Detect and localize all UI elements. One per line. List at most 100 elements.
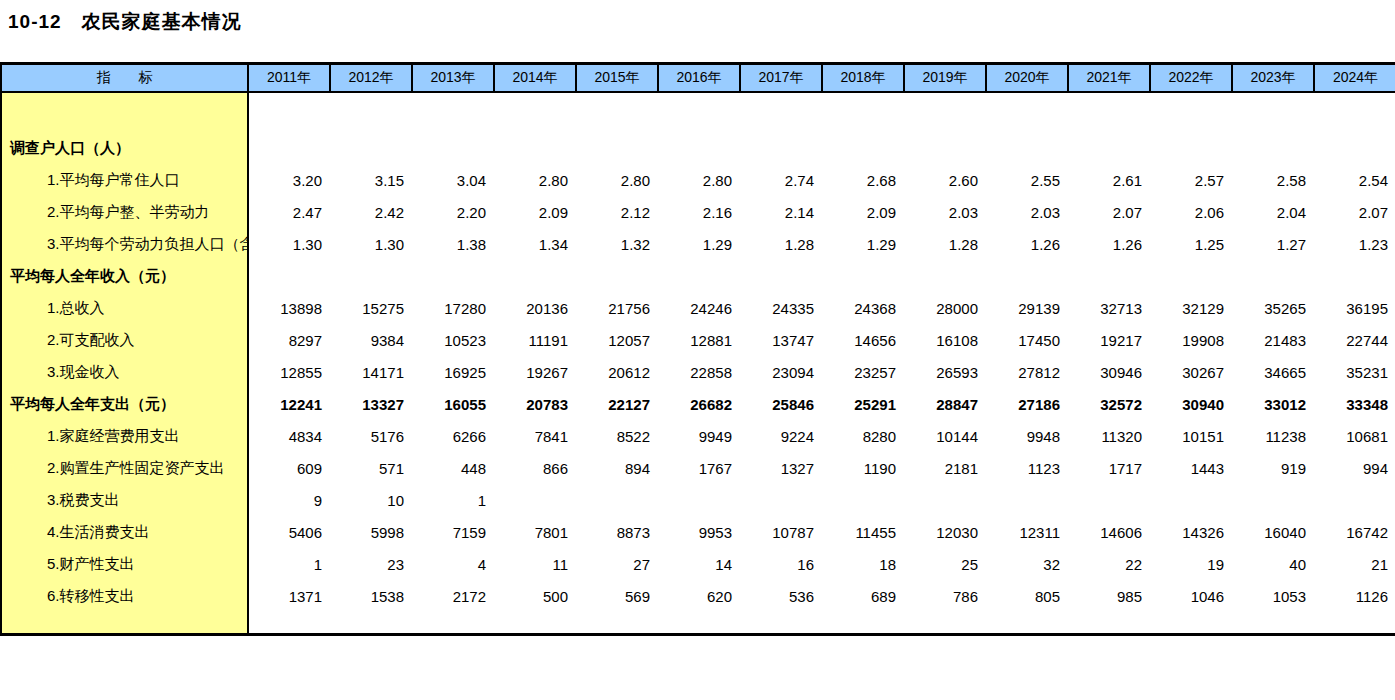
value-cell: 569 xyxy=(576,580,658,612)
value-cell: 34665 xyxy=(1232,356,1314,388)
value-cell: 26593 xyxy=(904,356,986,388)
value-cell: 1.27 xyxy=(1232,228,1314,260)
value-cell: 1190 xyxy=(822,452,904,484)
table-row: 平均每人全年收入（元） xyxy=(1,260,1395,292)
value-cell: 14171 xyxy=(330,356,412,388)
value-cell: 1.23 xyxy=(1314,228,1395,260)
value-cell: 1 xyxy=(248,548,330,580)
value-cell: 35231 xyxy=(1314,356,1395,388)
value-cell: 23094 xyxy=(740,356,822,388)
value-cell xyxy=(1068,612,1150,634)
value-cell: 23257 xyxy=(822,356,904,388)
value-cell: 12881 xyxy=(658,324,740,356)
value-cell: 10151 xyxy=(1150,420,1232,452)
value-cell: 2.09 xyxy=(822,196,904,228)
row-label-cell: 6.转移性支出 xyxy=(1,580,248,612)
row-label-cell: 1.家庭经营费用支出 xyxy=(1,420,248,452)
value-cell: 30940 xyxy=(1150,388,1232,420)
value-cell: 1538 xyxy=(330,580,412,612)
value-cell: 11320 xyxy=(1068,420,1150,452)
value-cell xyxy=(740,612,822,634)
value-cell: 1 xyxy=(412,484,494,516)
value-cell: 2.09 xyxy=(494,196,576,228)
value-cell: 15275 xyxy=(330,292,412,324)
value-cell xyxy=(904,260,986,292)
value-cell: 786 xyxy=(904,580,986,612)
row-label-cell: 1.总收入 xyxy=(1,292,248,324)
value-cell xyxy=(904,132,986,164)
value-cell: 5176 xyxy=(330,420,412,452)
year-header-cell: 2014年 xyxy=(494,64,576,93)
table-row: 3.平均每个劳动力负担人口（含本人）1.301.301.381.341.321.… xyxy=(1,228,1395,260)
year-header-cell: 2019年 xyxy=(904,64,986,93)
value-cell: 36195 xyxy=(1314,292,1395,324)
table-row: 2.平均每户整、半劳动力2.472.422.202.092.122.162.14… xyxy=(1,196,1395,228)
value-cell xyxy=(412,612,494,634)
value-cell: 985 xyxy=(1068,580,1150,612)
value-cell xyxy=(1232,132,1314,164)
value-cell: 32713 xyxy=(1068,292,1150,324)
value-cell xyxy=(658,612,740,634)
value-cell xyxy=(822,612,904,634)
value-cell: 16925 xyxy=(412,356,494,388)
value-cell: 2172 xyxy=(412,580,494,612)
value-cell xyxy=(412,132,494,164)
value-cell: 32 xyxy=(986,548,1068,580)
table-row: 2.可支配收入829793841052311191120571288113747… xyxy=(1,324,1395,356)
value-cell xyxy=(248,92,330,132)
value-cell xyxy=(904,92,986,132)
value-cell: 33012 xyxy=(1232,388,1314,420)
value-cell: 12057 xyxy=(576,324,658,356)
value-cell: 1.29 xyxy=(822,228,904,260)
value-cell xyxy=(740,92,822,132)
table-row: 4.生活消费支出54065998715978018873995310787114… xyxy=(1,516,1395,548)
value-cell xyxy=(1150,92,1232,132)
value-cell: 1717 xyxy=(1068,452,1150,484)
value-cell: 16108 xyxy=(904,324,986,356)
value-cell: 1.29 xyxy=(658,228,740,260)
value-cell: 22858 xyxy=(658,356,740,388)
table-row: 调查户人口（人） xyxy=(1,132,1395,164)
value-cell xyxy=(986,612,1068,634)
value-cell xyxy=(330,132,412,164)
value-cell: 1.30 xyxy=(248,228,330,260)
value-cell: 7841 xyxy=(494,420,576,452)
value-cell xyxy=(412,260,494,292)
value-cell: 4 xyxy=(412,548,494,580)
row-label-cell: 平均每人全年支出（元） xyxy=(1,388,248,420)
value-cell xyxy=(1068,260,1150,292)
value-cell: 2.07 xyxy=(1314,196,1395,228)
value-cell: 2181 xyxy=(904,452,986,484)
value-cell: 2.68 xyxy=(822,164,904,196)
value-cell: 2.57 xyxy=(1150,164,1232,196)
value-cell: 1046 xyxy=(1150,580,1232,612)
value-cell: 1.26 xyxy=(986,228,1068,260)
value-cell: 805 xyxy=(986,580,1068,612)
value-cell xyxy=(330,612,412,634)
value-cell: 19908 xyxy=(1150,324,1232,356)
value-cell: 689 xyxy=(822,580,904,612)
value-cell xyxy=(740,484,822,516)
value-cell: 22 xyxy=(1068,548,1150,580)
value-cell: 26682 xyxy=(658,388,740,420)
value-cell: 9224 xyxy=(740,420,822,452)
value-cell: 7801 xyxy=(494,516,576,548)
value-cell: 2.58 xyxy=(1232,164,1314,196)
value-cell: 14606 xyxy=(1068,516,1150,548)
value-cell: 6266 xyxy=(412,420,494,452)
table-row: 6.转移性支出137115382172500569620536689786805… xyxy=(1,580,1395,612)
value-cell: 20136 xyxy=(494,292,576,324)
value-cell xyxy=(1150,484,1232,516)
value-cell: 28847 xyxy=(904,388,986,420)
value-cell: 2.20 xyxy=(412,196,494,228)
table-header-row: 指 标2011年2012年2013年2014年2015年2016年2017年20… xyxy=(1,64,1395,93)
value-cell: 30267 xyxy=(1150,356,1232,388)
value-cell: 20783 xyxy=(494,388,576,420)
value-cell xyxy=(986,484,1068,516)
value-cell: 3.20 xyxy=(248,164,330,196)
value-cell: 2.60 xyxy=(904,164,986,196)
value-cell: 10523 xyxy=(412,324,494,356)
value-cell: 10681 xyxy=(1314,420,1395,452)
value-cell: 1443 xyxy=(1150,452,1232,484)
value-cell xyxy=(1232,260,1314,292)
